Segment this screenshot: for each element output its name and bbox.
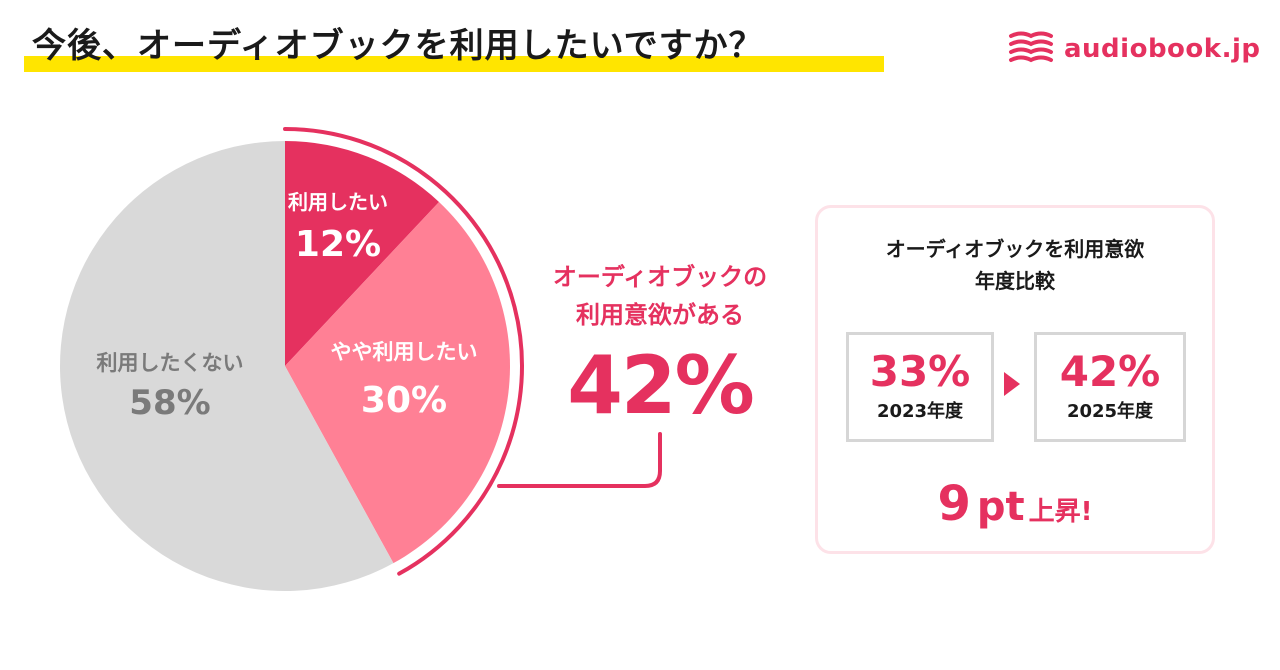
logo-text: audiobook.jp (1064, 34, 1261, 64)
callout-value: 42% (567, 339, 754, 432)
comparison-title-line-1: オーディオブックを利用意欲 (885, 237, 1145, 261)
pie-slice-1 (285, 141, 440, 366)
pie-slice-3 (60, 141, 394, 591)
pie-slice-2 (285, 201, 510, 564)
book-pages-icon (1009, 31, 1053, 63)
callout-connector (497, 432, 662, 488)
slice-value-2: 30% (361, 380, 447, 421)
year-2023-label: 2023年度 (876, 401, 964, 422)
rise-unit: pt (976, 484, 1025, 530)
page-title: 今後、オーディオブックを利用したいですか？ (32, 26, 764, 66)
logo: audiobook.jp (1008, 30, 1260, 68)
interest-highlight-arc (283, 127, 524, 576)
comparison-title-line-2: 年度比較 (975, 269, 1055, 293)
year-box-2025: 42% 2025年度 (1034, 332, 1186, 442)
title-block: 今後、オーディオブックを利用したいですか？ (24, 18, 884, 72)
slice-label-3: 利用したくない (97, 351, 244, 375)
slice-label-2: やや利用したい (331, 340, 478, 364)
slice-value-3: 58% (129, 383, 210, 423)
callout-line-1: オーディオブックの (552, 263, 768, 291)
interest-callout: オーディオブックの 利用意欲がある 42% (520, 258, 800, 432)
comparison-title: オーディオブックを利用意欲 年度比較 (818, 233, 1212, 297)
slice-value-1: 12% (295, 224, 381, 265)
slice-label-1: 利用したい (288, 190, 388, 214)
year-2025-label: 2025年度 (1066, 401, 1154, 422)
rise-summary: 9 pt 上昇! (818, 476, 1212, 532)
rise-text: 上昇! (1028, 497, 1093, 527)
arrow-right-icon (1004, 372, 1020, 396)
rise-number: 9 (937, 476, 971, 532)
callout-line-2: 利用意欲がある (576, 301, 744, 329)
year-comparison-panel: オーディオブックを利用意欲 年度比較 33% 2023年度 42% 2025年度… (815, 205, 1215, 554)
year-2025-value: 42% (1059, 347, 1161, 396)
year-box-2023: 33% 2023年度 (846, 332, 994, 442)
title-highlight-bar (24, 56, 884, 72)
year-2023-value: 33% (869, 347, 971, 396)
